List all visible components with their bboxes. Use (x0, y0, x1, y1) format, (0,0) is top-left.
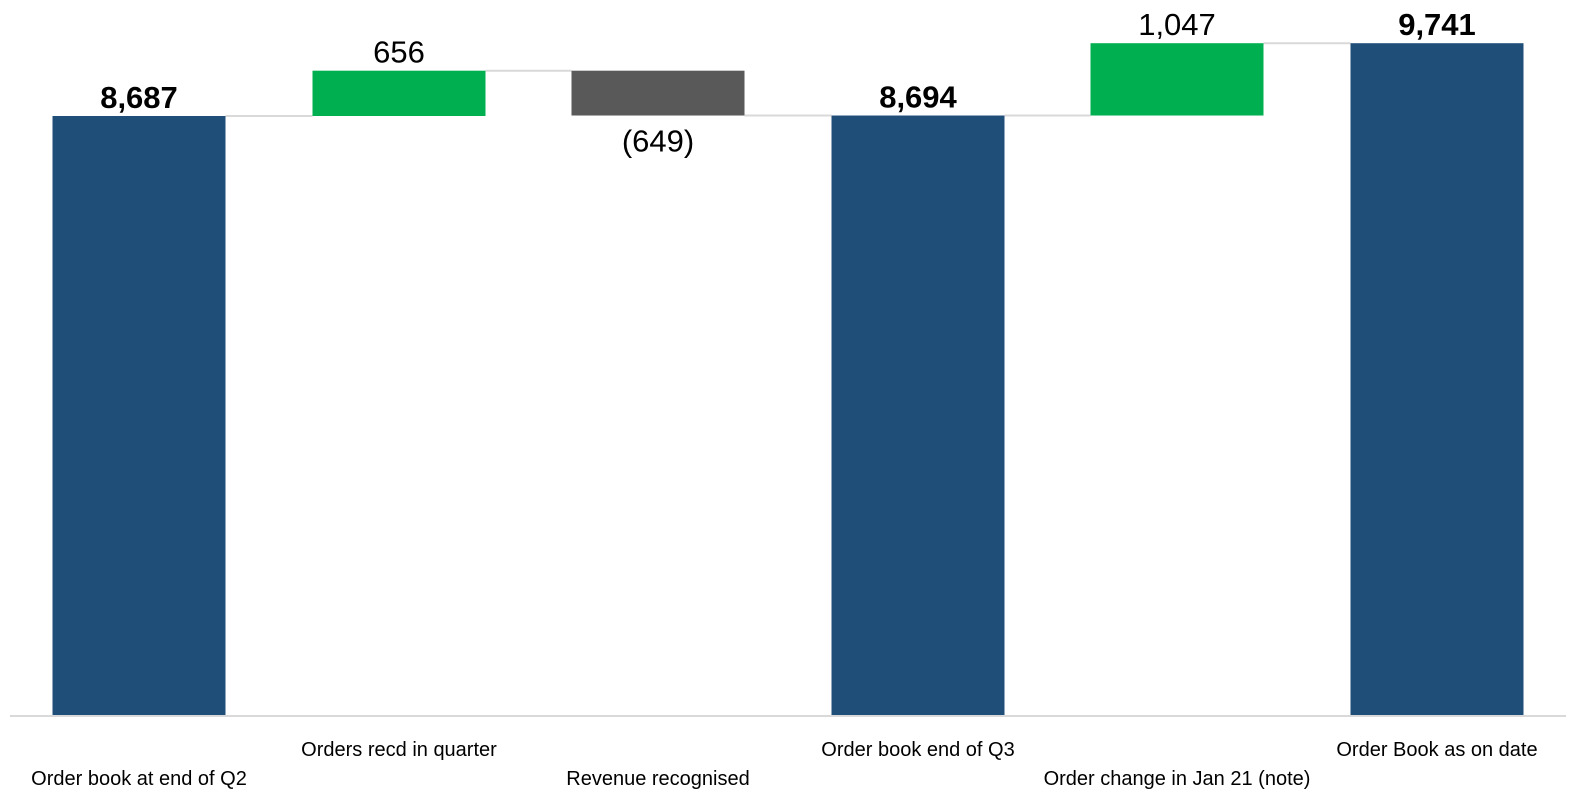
category-label-4: Order change in Jan 21 (note) (1044, 768, 1311, 790)
connector-lines (225, 42, 1351, 117)
category-label-3: Order book end of Q3 (821, 739, 1014, 761)
category-label-0: Order book at end of Q2 (31, 768, 247, 790)
value-label-4: 1,047 (1138, 7, 1216, 42)
value-label-0: 8,687 (100, 80, 178, 115)
category-label-5: Order Book as on date (1336, 739, 1537, 761)
value-label-1: 656 (373, 35, 425, 70)
bar-4 (1090, 43, 1264, 116)
category-label-2: Revenue recognised (566, 768, 749, 790)
value-label-5: 9,741 (1398, 7, 1476, 42)
bars (52, 43, 1524, 717)
category-label-1: Orders recd in quarter (301, 739, 497, 761)
value-label-2: (649) (622, 124, 694, 159)
bar-0 (52, 116, 226, 716)
bar-2 (571, 70, 745, 116)
category-labels: Order book at end of Q2 Orders recd in qu… (31, 739, 1537, 790)
value-label-3: 8,694 (879, 80, 957, 115)
bar-5 (1350, 43, 1524, 717)
value-labels: 8,687 656 (649) 8,694 1,047 9,741 (100, 7, 1476, 158)
bar-1 (312, 70, 486, 116)
bar-3 (831, 115, 1005, 716)
